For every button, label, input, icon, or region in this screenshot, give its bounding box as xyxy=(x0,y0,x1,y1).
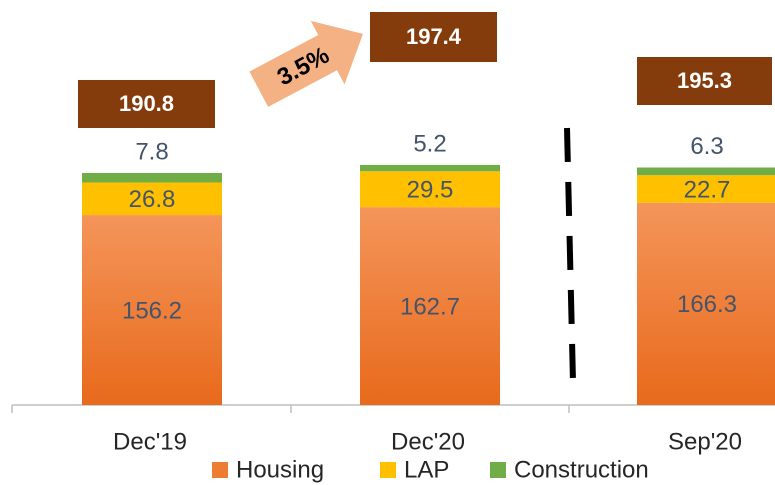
x-tick-label: Sep'20 xyxy=(668,428,742,455)
arrow-shape xyxy=(249,20,363,107)
divider xyxy=(564,127,576,383)
value-label: 6.3 xyxy=(690,133,723,160)
bar-segment xyxy=(360,207,500,405)
value-label: 5.2 xyxy=(413,130,446,157)
legend-swatch xyxy=(212,462,228,478)
x-tick-label: Dec'20 xyxy=(391,428,465,455)
legend-swatch xyxy=(490,462,506,478)
value-label: 156.2 xyxy=(122,297,182,324)
growth-arrow: 3.5% xyxy=(249,20,363,107)
legend-label: Construction xyxy=(514,456,649,483)
value-label: 22.7 xyxy=(684,176,731,203)
total-box xyxy=(637,57,772,105)
bar-segment xyxy=(637,175,775,203)
value-label: 166.3 xyxy=(677,291,737,318)
total-label: 195.3 xyxy=(677,68,732,93)
bar-segment xyxy=(637,167,775,176)
total-box xyxy=(370,12,497,62)
bar-segment xyxy=(82,172,222,183)
total-label: 190.8 xyxy=(119,91,174,116)
value-label: 162.7 xyxy=(400,293,460,320)
total-box xyxy=(78,80,215,128)
bar-segment xyxy=(82,215,222,405)
legend-label: Housing xyxy=(236,456,324,483)
value-label: 29.5 xyxy=(407,177,454,204)
bar-segment xyxy=(82,182,222,216)
legend-swatch xyxy=(380,462,396,478)
bar-segment xyxy=(360,171,500,208)
bar-segment xyxy=(637,202,775,405)
legend-label: LAP xyxy=(404,456,449,483)
value-label: 26.8 xyxy=(129,186,176,213)
bar-segment xyxy=(360,164,500,172)
x-tick-label: Dec'19 xyxy=(113,428,187,455)
total-label: 197.4 xyxy=(406,24,462,49)
value-label: 7.8 xyxy=(135,138,168,165)
